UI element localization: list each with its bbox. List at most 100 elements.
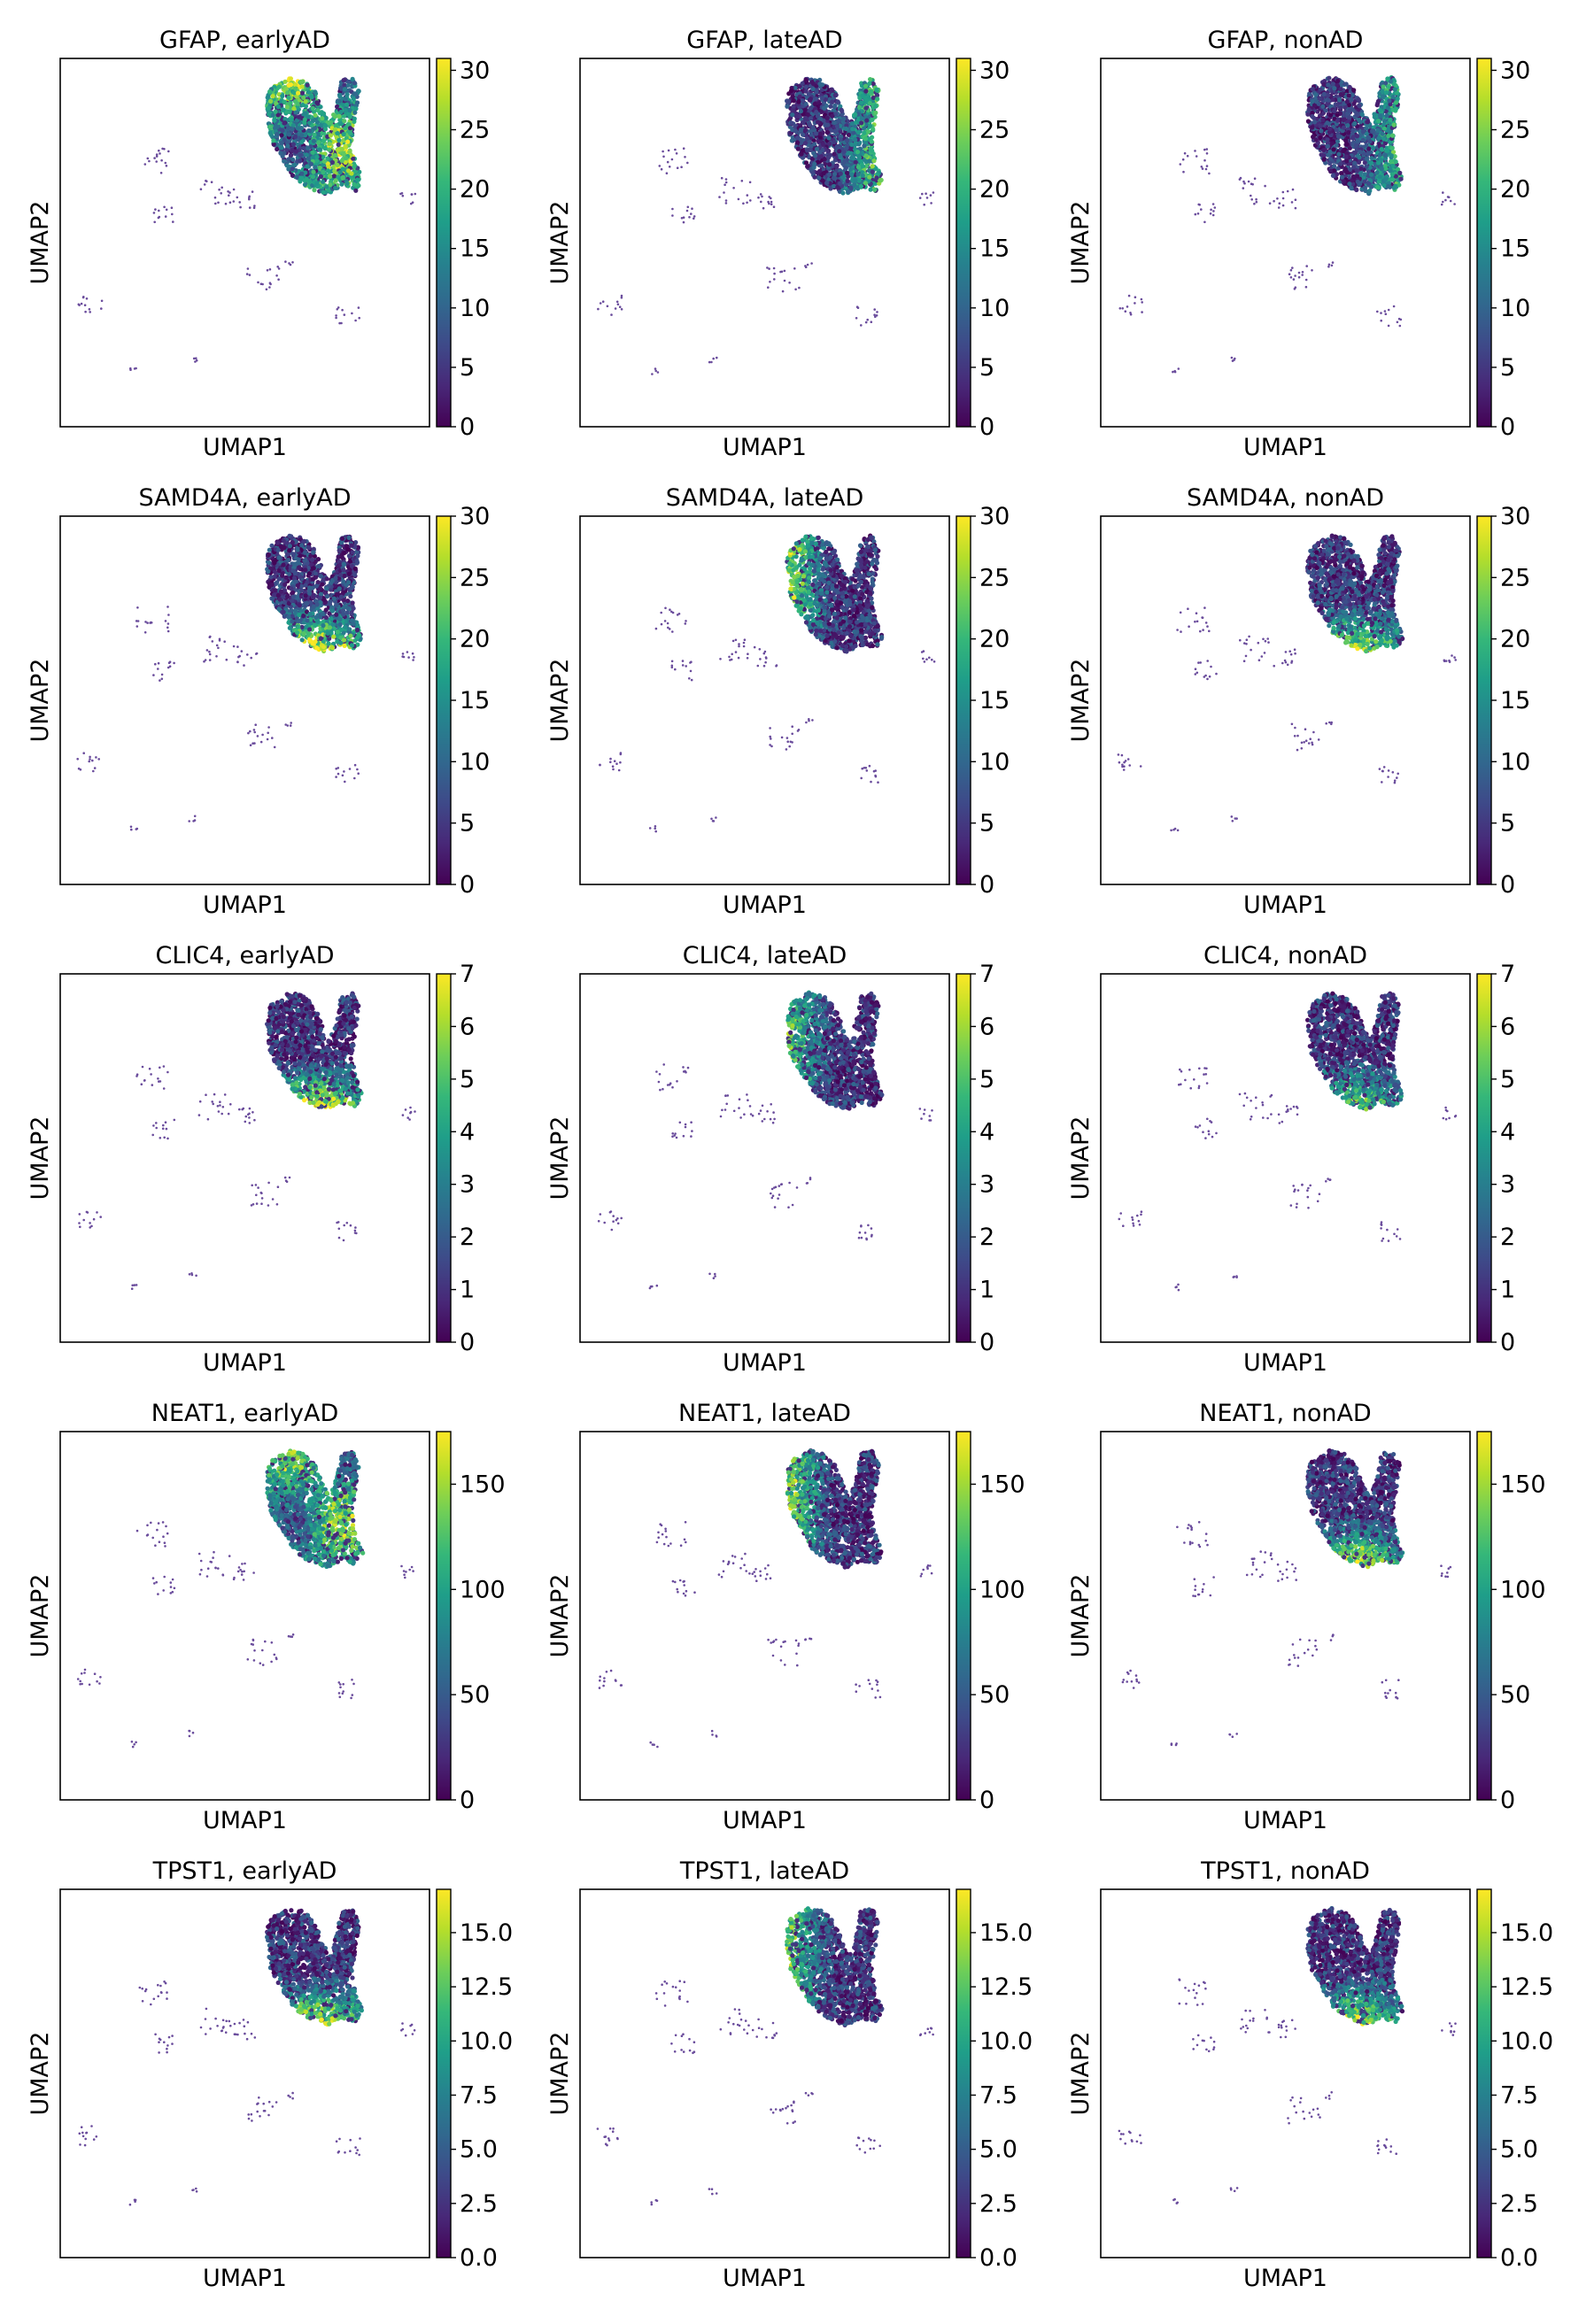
cell-point: [724, 181, 728, 184]
cell-point: [873, 308, 876, 311]
cell-point: [1200, 166, 1203, 168]
cell-point: [286, 132, 292, 137]
cell-point: [863, 153, 869, 158]
cell-point: [810, 262, 813, 265]
cell-point: [1357, 103, 1362, 108]
cell-point: [269, 282, 272, 286]
cell-point: [164, 215, 167, 218]
colorbar-tick-label: 0: [1500, 413, 1515, 441]
cell-point: [853, 159, 858, 165]
cell-point: [306, 128, 313, 134]
cell-point: [1369, 156, 1374, 161]
cell-point: [1332, 86, 1337, 91]
cell-point: [1326, 82, 1331, 88]
colorbar-tick-label: 10: [979, 295, 1010, 322]
cell-point: [1449, 199, 1452, 203]
cell-point: [761, 195, 763, 198]
cell-point: [84, 310, 87, 313]
cell-point: [606, 305, 609, 308]
plot-frame: [59, 58, 430, 428]
cell-point: [785, 98, 790, 104]
cell-point: [1301, 271, 1304, 274]
cell-point: [272, 118, 277, 123]
cell-point: [666, 160, 669, 164]
cell-point: [762, 206, 765, 210]
cell-point: [805, 164, 810, 169]
cell-point: [842, 158, 847, 165]
cell-point: [314, 154, 320, 159]
cell-point: [838, 153, 843, 158]
cell-point: [77, 303, 81, 306]
cell-point: [803, 101, 809, 107]
cell-point: [343, 144, 348, 150]
colorbar-tick-label: 15: [460, 235, 490, 263]
cell-point: [1319, 152, 1324, 158]
cell-point: [298, 152, 303, 158]
cell-point: [1318, 87, 1323, 92]
cell-point: [335, 316, 337, 320]
cell-point: [670, 158, 674, 161]
cell-point: [1304, 285, 1308, 289]
cell-point: [1338, 105, 1343, 111]
cell-point: [306, 145, 311, 151]
cell-point: [345, 82, 351, 88]
cell-point: [812, 161, 817, 166]
cell-point: [318, 174, 323, 180]
cell-point: [1210, 208, 1212, 212]
cell-point: [618, 305, 622, 309]
cell-point: [1374, 170, 1380, 175]
cell-point: [1196, 212, 1200, 215]
cell-point: [1327, 160, 1333, 166]
cell-point: [148, 159, 151, 163]
cell-point: [827, 141, 832, 146]
cell-point: [772, 266, 776, 270]
cell-point: [923, 203, 925, 206]
cell-point: [1277, 206, 1281, 209]
cell-point: [331, 174, 337, 179]
cell-point: [337, 137, 342, 143]
cell-point: [1351, 88, 1357, 93]
cell-point: [1442, 191, 1444, 194]
cell-point: [1366, 135, 1371, 140]
cell-point: [871, 127, 876, 132]
cell-point: [773, 278, 776, 281]
cell-point: [1293, 288, 1296, 290]
cell-point: [337, 170, 343, 175]
cell-point: [870, 169, 876, 174]
cell-point: [352, 116, 357, 121]
cell-point: [712, 357, 715, 360]
cell-point: [295, 101, 300, 106]
cell-point: [716, 356, 718, 359]
cell-point: [410, 193, 414, 196]
cell-point: [327, 142, 332, 147]
cell-point: [1383, 166, 1389, 171]
cell-point: [268, 286, 271, 289]
cell-point: [1141, 301, 1143, 304]
cell-point: [841, 116, 847, 121]
cell-point: [158, 209, 160, 212]
cell-point: [1326, 97, 1331, 103]
cell-point: [313, 165, 318, 170]
cell-point: [228, 191, 231, 194]
cell-point: [1381, 183, 1387, 189]
cell-point: [1134, 296, 1137, 299]
cell-point: [866, 129, 871, 135]
cell-point: [863, 136, 869, 142]
cell-point: [783, 269, 786, 273]
cell-point: [1446, 196, 1450, 198]
cell-point: [335, 104, 340, 110]
cell-point: [267, 124, 273, 129]
cell-point: [1393, 106, 1398, 112]
cell-point: [1381, 126, 1387, 131]
cell-point: [341, 308, 344, 312]
cell-point: [1264, 184, 1266, 188]
cell-point: [1276, 197, 1279, 200]
cell-point: [270, 94, 275, 99]
cell-point: [282, 79, 288, 84]
cell-point: [1121, 307, 1124, 310]
cell-point: [154, 208, 157, 211]
colorbar-tick-label: 0: [979, 413, 994, 441]
cell-point: [351, 97, 356, 102]
cell-point: [1306, 107, 1312, 112]
cell-point: [1251, 182, 1254, 186]
